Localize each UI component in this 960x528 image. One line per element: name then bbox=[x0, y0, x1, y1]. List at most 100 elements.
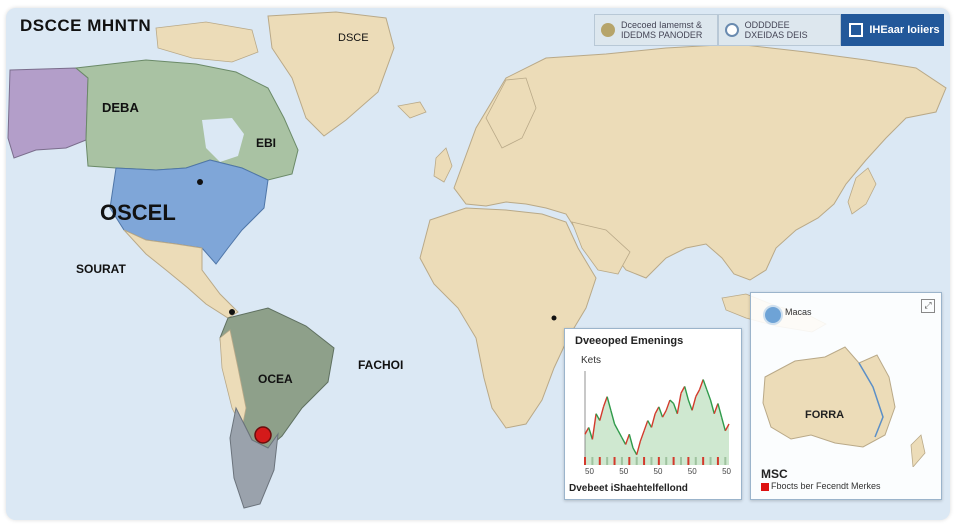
markets-panel-subtitle: Kets bbox=[581, 355, 602, 366]
series-segment bbox=[591, 413, 597, 440]
series-segment bbox=[706, 389, 712, 401]
marker-dot-usa[interactable] bbox=[197, 179, 203, 185]
series-segment bbox=[624, 433, 630, 445]
series-segment bbox=[661, 409, 667, 418]
marker-dot-africa[interactable] bbox=[551, 315, 557, 321]
series-segment bbox=[687, 399, 693, 411]
series-segment bbox=[643, 420, 649, 432]
volume-bar bbox=[650, 457, 653, 465]
volume-bar bbox=[643, 457, 646, 465]
series-segment bbox=[720, 416, 726, 432]
series-segment bbox=[632, 447, 638, 456]
label-greenland: DSCE bbox=[338, 32, 369, 44]
coastline-highlight bbox=[858, 362, 884, 438]
markets-x-axis: 50 50 50 50 50 bbox=[585, 467, 731, 476]
volume-bar bbox=[657, 457, 660, 465]
top-toolbar: Dcecoed Iamemst & IDEDMS PANODER ODDDDEE… bbox=[594, 14, 944, 46]
map-frame: DSCCE MHNTN DEBA DSCE EBI OSCEL SOURAT F… bbox=[6, 8, 950, 520]
map-title: DSCCE MHNTN bbox=[20, 16, 152, 35]
volume-bar bbox=[694, 457, 697, 465]
x-tick: 50 bbox=[585, 467, 594, 476]
toolbar-item-markets[interactable]: Dcecoed Iamemst & IDEDMS PANODER bbox=[594, 14, 718, 46]
label-usa: OSCEL bbox=[100, 200, 176, 225]
series-segment bbox=[613, 423, 619, 432]
label-east-canada: EBI bbox=[256, 136, 277, 150]
series-segment bbox=[650, 413, 656, 428]
volume-bar bbox=[702, 457, 705, 465]
oceania-label: FORRA bbox=[805, 409, 845, 421]
hudson-bay bbox=[202, 118, 244, 162]
marker-dot-panama[interactable] bbox=[229, 309, 235, 315]
toolbar-item-primary-label: IHEaar Ioiiers bbox=[869, 24, 940, 36]
oceania-footer-title: MSC bbox=[761, 467, 788, 481]
series-segment bbox=[672, 403, 678, 414]
volume-bar bbox=[635, 457, 638, 465]
toolbar-item-primary[interactable]: IHEaar Ioiiers bbox=[841, 14, 944, 46]
series-segment bbox=[617, 430, 623, 438]
oceania-panel[interactable]: Macas ⤢ FORRA MSC Fbocts ber Fecendt Mer… bbox=[750, 292, 942, 500]
series-segment bbox=[621, 437, 627, 445]
series-segment bbox=[691, 396, 697, 411]
x-tick: 50 bbox=[619, 467, 629, 476]
series-segment bbox=[724, 423, 730, 432]
toolbar-item-data-label: ODDDDEE DXEIDAS DEIS bbox=[744, 20, 808, 40]
africa-region[interactable] bbox=[419, 207, 597, 429]
volume-bar bbox=[598, 457, 601, 465]
series-segment bbox=[717, 403, 723, 418]
label-atlantic: FACHOI bbox=[358, 358, 404, 372]
toolbar-item-data[interactable]: ODDDDEE DXEIDAS DEIS bbox=[717, 14, 842, 46]
series-segment bbox=[658, 406, 664, 418]
volume-bar bbox=[613, 457, 616, 465]
expand-icon[interactable]: ⤢ bbox=[921, 299, 935, 313]
legend-red-swatch bbox=[761, 483, 769, 491]
series-segment bbox=[709, 399, 715, 414]
chart-area bbox=[585, 379, 729, 465]
series-segment bbox=[695, 389, 701, 397]
volume-bar bbox=[591, 457, 594, 465]
world-map[interactable] bbox=[6, 8, 950, 520]
globe-icon bbox=[601, 23, 615, 37]
series-segment bbox=[665, 399, 671, 411]
volume-bar bbox=[665, 457, 668, 465]
new-zealand bbox=[910, 434, 926, 467]
series-segment bbox=[636, 440, 642, 455]
logo-icon bbox=[763, 305, 783, 325]
markets-panel-title: Dveeoped Emenings bbox=[575, 335, 684, 347]
toolbar-item-markets-label: Dcecoed Iamemst & IDEDMS PANODER bbox=[621, 20, 703, 40]
eurasia-region[interactable] bbox=[453, 43, 947, 281]
volume-bar bbox=[716, 457, 719, 465]
volume-bar bbox=[628, 457, 631, 465]
arabia bbox=[571, 221, 631, 275]
arctic-islands bbox=[155, 21, 259, 63]
greenland-region[interactable] bbox=[267, 11, 395, 137]
australia-map[interactable] bbox=[755, 327, 935, 467]
alaska-region[interactable] bbox=[7, 67, 89, 159]
marker-red-south-america[interactable] bbox=[254, 426, 272, 444]
markets-line-chart[interactable] bbox=[573, 365, 733, 473]
patagonia-region[interactable] bbox=[229, 406, 279, 509]
series-segment bbox=[639, 430, 645, 442]
series-segment bbox=[676, 393, 682, 414]
series-segment bbox=[606, 396, 612, 411]
series-segment bbox=[602, 396, 608, 408]
x-tick: 50 bbox=[653, 467, 663, 476]
andes-strip bbox=[219, 329, 247, 430]
iceland bbox=[397, 101, 427, 119]
volume-bar bbox=[724, 457, 727, 465]
series-segment bbox=[628, 434, 634, 449]
x-tick: 50 bbox=[687, 467, 697, 476]
series-segment bbox=[584, 427, 590, 435]
volume-bar bbox=[620, 457, 623, 465]
markets-panel[interactable]: Dveeoped Emenings Kets 50 50 50 50 50 Dv… bbox=[564, 328, 742, 500]
markets-panel-footer: Dvebeet iShaehtelfellond bbox=[569, 483, 688, 494]
series-segment bbox=[599, 406, 605, 421]
label-central-america: SOURAT bbox=[76, 262, 126, 276]
series-segment bbox=[595, 413, 601, 421]
central-america-region[interactable] bbox=[123, 229, 239, 319]
series-segment bbox=[669, 399, 675, 404]
australia-region[interactable] bbox=[762, 346, 896, 448]
series-segment bbox=[588, 427, 594, 440]
series-segment bbox=[702, 379, 708, 391]
series-segment bbox=[647, 420, 653, 428]
volume-bar bbox=[672, 457, 675, 465]
